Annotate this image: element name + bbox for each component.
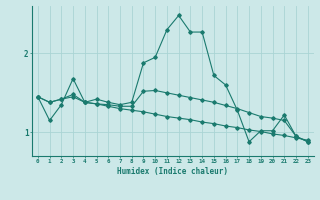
X-axis label: Humidex (Indice chaleur): Humidex (Indice chaleur) [117, 167, 228, 176]
